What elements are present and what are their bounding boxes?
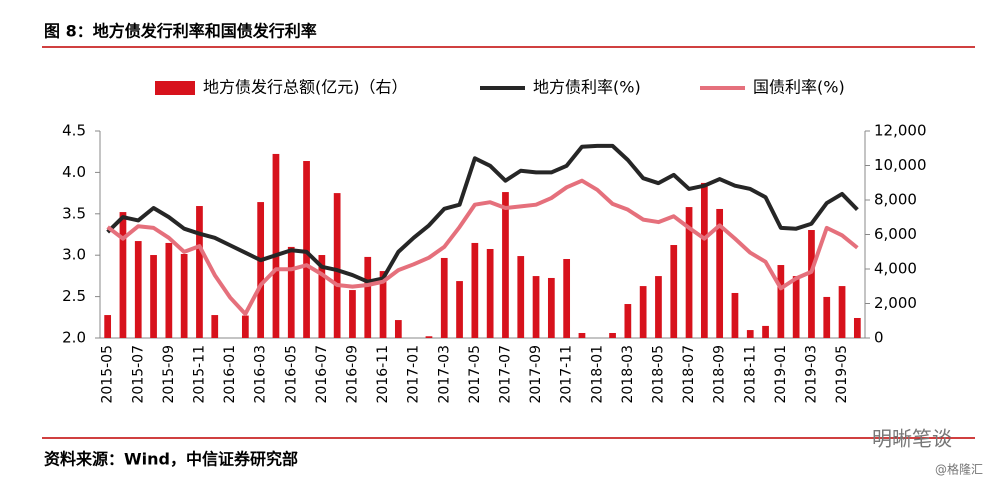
bar — [425, 336, 433, 338]
bar — [716, 208, 724, 338]
x-tick-label: 2015-07 — [130, 345, 146, 404]
bar — [349, 290, 356, 338]
bar — [777, 265, 785, 338]
y-tick-label: 4.0 — [62, 163, 86, 181]
y2-tick-label: 8,000 — [874, 191, 917, 209]
bar — [731, 292, 739, 338]
source: 资料来源：Wind，中信证券研究部 — [44, 450, 298, 469]
x-tick-label: 2016-05 — [283, 345, 299, 404]
bar — [333, 193, 341, 338]
bar — [119, 212, 127, 338]
y-tick-label: 2.0 — [62, 329, 86, 347]
bar — [517, 256, 525, 338]
legend-swatch — [155, 81, 195, 95]
bar — [655, 276, 662, 338]
x-tick-label: 2019-01 — [773, 345, 789, 404]
bar — [792, 276, 800, 338]
y2-tick-label: 0 — [874, 329, 884, 347]
watermark: 明晰笔谈 — [872, 427, 952, 451]
legend-label: 地方债利率(%) — [533, 78, 641, 97]
bar — [823, 296, 831, 338]
bar — [746, 330, 754, 338]
y2-tick-label: 6,000 — [874, 225, 917, 243]
x-tick-label: 2017-09 — [528, 345, 544, 404]
bar — [241, 315, 249, 338]
bar — [670, 245, 678, 338]
y2-tick-label: 4,000 — [874, 260, 917, 278]
legend-label: 国债利率(%) — [753, 78, 845, 97]
y-tick-label: 4.5 — [62, 122, 86, 140]
bar — [272, 153, 280, 338]
x-tick-label: 2015-09 — [161, 345, 177, 404]
x-tick-label: 2017-05 — [467, 345, 483, 404]
bar — [700, 182, 708, 338]
legend-label: 地方债发行总额(亿元)（右） — [203, 78, 408, 97]
x-tick-label: 2018-05 — [650, 345, 666, 404]
bar — [287, 246, 295, 338]
bar — [563, 258, 571, 338]
bar — [134, 241, 142, 338]
bar — [502, 192, 509, 338]
bar — [104, 315, 112, 338]
bar — [257, 202, 265, 338]
bar — [211, 315, 219, 338]
credit: @格隆汇 — [935, 462, 983, 477]
bar — [808, 230, 815, 338]
x-tick-label: 2018-11 — [742, 345, 758, 404]
x-tick-label: 2018-03 — [620, 345, 636, 404]
bar — [624, 304, 632, 338]
x-tick-label: 2015-11 — [191, 345, 207, 404]
y-tick-label: 2.5 — [62, 287, 86, 305]
bar — [609, 332, 616, 338]
bar — [150, 255, 157, 338]
bar — [685, 207, 693, 338]
x-tick-label: 2018-09 — [712, 345, 728, 404]
x-tick-label: 2016-09 — [344, 345, 360, 404]
bar — [196, 206, 203, 338]
bar — [318, 255, 326, 338]
bar — [471, 242, 479, 338]
x-tick-label: 2017-01 — [406, 345, 422, 404]
y2-tick-label: 12,000 — [874, 122, 927, 140]
x-tick-label: 2017-03 — [436, 345, 452, 404]
bar — [165, 242, 173, 338]
x-tick-label: 2017-11 — [559, 345, 575, 404]
bar — [440, 257, 448, 338]
x-tick-label: 2018-01 — [589, 345, 605, 404]
bar — [639, 286, 647, 338]
bar — [532, 276, 540, 338]
line — [106, 143, 859, 284]
x-tick-label: 2017-07 — [497, 345, 513, 404]
bar — [364, 256, 372, 338]
bar — [303, 161, 310, 338]
bar — [486, 248, 494, 338]
line — [106, 178, 859, 316]
x-tick-label: 2018-07 — [681, 345, 697, 404]
y2-tick-label: 10,000 — [874, 156, 927, 174]
bar — [838, 286, 846, 338]
bar — [578, 332, 586, 338]
x-tick-label: 2019-03 — [803, 345, 819, 404]
x-tick-label: 2016-07 — [314, 345, 330, 404]
x-tick-label: 2016-01 — [222, 345, 238, 404]
x-tick-label: 2016-11 — [375, 345, 391, 404]
x-tick-label: 2016-03 — [253, 345, 269, 404]
bar — [394, 320, 402, 338]
bar — [379, 271, 387, 338]
y-tick-label: 3.5 — [62, 204, 86, 222]
title: 图 8：地方债发行利率和国债发行利率 — [44, 22, 317, 41]
bar — [456, 281, 463, 338]
bar — [762, 325, 769, 338]
y-tick-label: 3.0 — [62, 246, 86, 264]
bar — [853, 317, 861, 338]
x-tick-label: 2019-05 — [834, 345, 850, 404]
bar — [180, 253, 188, 338]
y2-tick-label: 2,000 — [874, 294, 917, 312]
x-tick-label: 2015-05 — [100, 345, 116, 404]
bar — [547, 277, 555, 338]
